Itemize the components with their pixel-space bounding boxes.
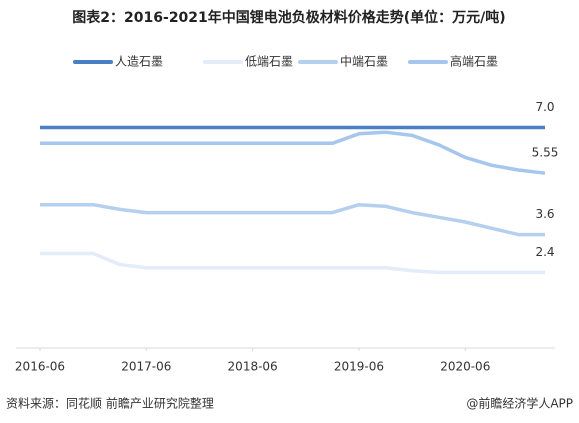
legend-label: 中端石墨 (340, 54, 388, 69)
x-tick-label: 2019-06 (334, 360, 384, 374)
legend-label: 低端石墨 (245, 55, 293, 69)
legend-label: 高端石墨 (450, 54, 498, 69)
x-tick-label: 2018-06 (228, 360, 278, 374)
x-tick-label: 2016-06 (15, 360, 65, 374)
series-line (40, 251, 545, 275)
x-tick-label: 2020-06 (440, 360, 490, 374)
series-line (40, 202, 545, 237)
legend-label: 人造石墨 (115, 55, 163, 69)
data-label: 5.55 (532, 146, 559, 160)
data-label: 2.4 (535, 245, 554, 259)
data-label: 7.0 (535, 100, 554, 114)
source-note: 资料来源：同花顺 前瞻产业研究院整理 (6, 396, 214, 411)
x-tick-label: 2017-06 (121, 360, 171, 374)
credit: @前瞻经济学人APP (466, 396, 573, 411)
data-label: 3.6 (535, 207, 554, 221)
series-line (40, 130, 546, 175)
chart-title: 图表2：2016-2021年中国锂电池负极材料价格走势(单位：万元/吨) (72, 9, 505, 26)
